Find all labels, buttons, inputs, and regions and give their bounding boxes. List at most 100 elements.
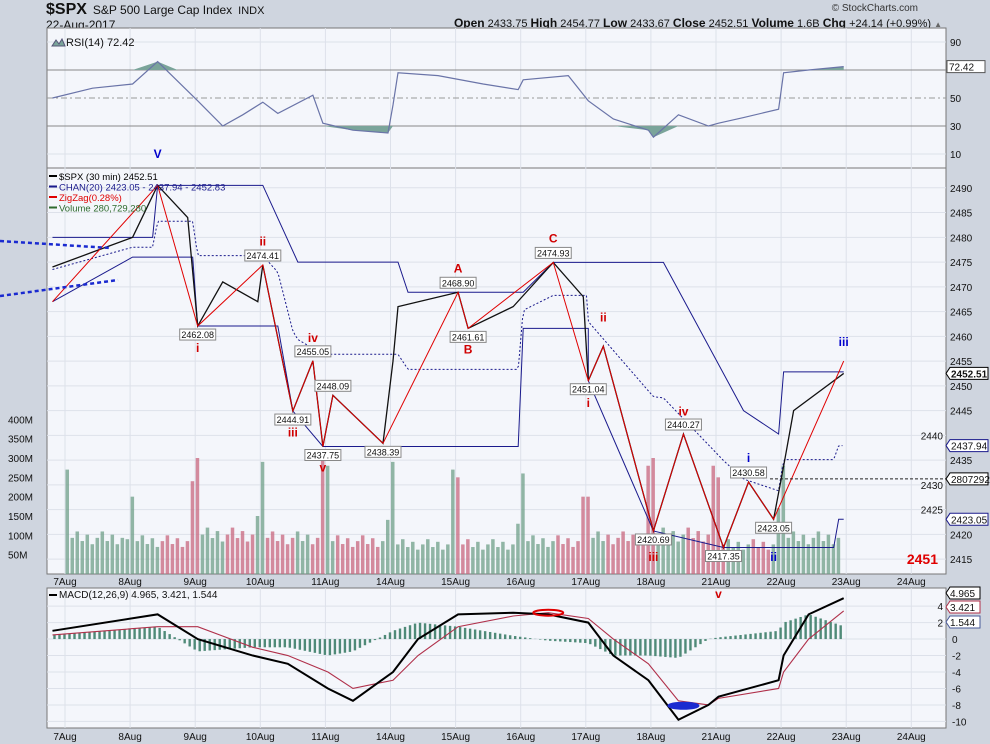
- macd-histogram-bar: [423, 623, 427, 640]
- wave-label: ii: [600, 310, 607, 324]
- pivot-label: 2474.41: [247, 251, 280, 261]
- volume-bar: [95, 537, 100, 574]
- volume-bar: [761, 541, 766, 574]
- volume-bar: [80, 541, 85, 574]
- volume-bar: [616, 537, 620, 574]
- macd-histogram-bar: [664, 639, 667, 657]
- volume-bar: [205, 527, 210, 574]
- macd-histogram-bar: [493, 632, 497, 640]
- volume-bar: [676, 541, 680, 574]
- macd-tag-value: 4.965: [950, 589, 975, 600]
- wave-label: i: [747, 451, 750, 465]
- volume-bar: [546, 546, 550, 574]
- macd-histogram-bar: [839, 625, 842, 640]
- macd-histogram-bar: [193, 639, 196, 650]
- macd-histogram-bar: [463, 627, 467, 640]
- macd-histogram-bar: [769, 631, 772, 640]
- volume-bar: [70, 537, 75, 574]
- macd-histogram-bar: [443, 625, 447, 640]
- volume-bar: [65, 469, 69, 574]
- price-tick-label: 2435: [950, 456, 973, 467]
- ohlc-key-volume: Volume: [751, 16, 794, 30]
- macd-histogram-bar: [649, 639, 652, 656]
- macd-histogram-bar: [288, 639, 292, 648]
- macd-histogram-bar: [198, 639, 201, 652]
- macd-histogram-bar: [488, 631, 492, 640]
- macd-histogram-bar: [238, 639, 241, 649]
- rsi-icon: [51, 37, 66, 47]
- price-legend-entry: ZigZag(0.28%): [59, 193, 122, 204]
- pivot-label: 2420.69: [637, 535, 670, 545]
- macd-histogram-bar: [143, 627, 146, 640]
- volume-bar: [671, 531, 675, 574]
- macd-histogram-bar: [73, 633, 76, 640]
- macd-histogram-bar: [203, 639, 206, 651]
- macd-histogram-bar: [619, 639, 622, 656]
- volume-bar: [716, 477, 720, 574]
- volume-bar: [370, 538, 375, 574]
- macd-histogram-bar: [774, 631, 777, 640]
- macd-histogram-bar: [468, 628, 472, 640]
- volume-bar: [85, 534, 90, 574]
- volume-bar: [571, 546, 575, 574]
- volume-bar: [185, 541, 190, 574]
- pivot-label-box: [364, 445, 402, 458]
- pivot-label-box: [179, 328, 217, 341]
- macd-tick-label: -10: [952, 717, 967, 728]
- price-tick-label: 2420: [950, 530, 973, 541]
- x-tick-label: 21Aug: [702, 732, 731, 743]
- wave-label: C: [549, 232, 558, 246]
- macd-histogram-bar: [63, 634, 66, 640]
- rsi-last-tag: [946, 60, 986, 74]
- macd-histogram-bar: [278, 639, 282, 648]
- volume-bar: [471, 547, 475, 574]
- wave-label: iii: [288, 425, 298, 439]
- volume-bar: [696, 531, 700, 574]
- volume-bar: [801, 534, 806, 574]
- volume-bar: [506, 549, 510, 574]
- volume-bar: [165, 535, 170, 574]
- pivot-label-box: [274, 413, 312, 426]
- volume-bar: [335, 535, 340, 574]
- pivot-label: 2455.05: [297, 347, 330, 357]
- volume-bar: [175, 538, 180, 574]
- x-tick-label: 7Aug: [53, 577, 76, 588]
- exchange: INDX: [238, 5, 265, 17]
- macd-histogram-bar: [163, 631, 166, 640]
- macd-histogram-bar: [684, 639, 687, 654]
- volume-bar: [396, 544, 400, 574]
- price-tick-label: 2460: [950, 332, 973, 343]
- price-tick-label: 2440: [921, 431, 944, 442]
- volume-tick-label: 50M: [8, 551, 27, 562]
- macd-histogram-bar: [293, 639, 297, 649]
- macd-histogram-bar: [148, 627, 151, 640]
- volume-bar: [626, 541, 630, 574]
- volume-bar: [786, 537, 791, 574]
- macd-histogram-bar: [208, 639, 211, 651]
- ohlc-value-high: 2454.77: [557, 18, 604, 30]
- macd-histogram-bar: [253, 639, 256, 648]
- macd-histogram-bar: [458, 627, 462, 640]
- volume-bar: [436, 541, 440, 574]
- x-tick-label: 11Aug: [311, 577, 339, 588]
- macd-histogram-bar: [228, 639, 231, 650]
- macd-histogram-bar: [498, 633, 502, 640]
- price-tag: [945, 366, 989, 380]
- wave-label: iv: [678, 405, 688, 419]
- macd-histogram-bar: [393, 630, 397, 640]
- volume-bar: [320, 458, 325, 574]
- volume-bar: [355, 541, 360, 574]
- macd-histogram-bar: [438, 624, 442, 640]
- macd-histogram-bar: [614, 639, 617, 656]
- price-tag: [945, 512, 989, 526]
- macd-histogram-bar: [629, 639, 632, 656]
- x-tick-label: 10Aug: [246, 732, 275, 743]
- volume-tick-label: 150M: [8, 512, 33, 523]
- macd-histogram-bar: [478, 630, 482, 640]
- macd-tag-value: 3.421: [950, 603, 975, 614]
- macd-histogram-bar: [68, 633, 71, 640]
- volume-bar: [511, 544, 515, 574]
- x-tick-label: 21Aug: [702, 577, 731, 588]
- ohlc-value-close: 2452.51: [705, 18, 752, 30]
- x-tick-label: 15Aug: [441, 577, 470, 588]
